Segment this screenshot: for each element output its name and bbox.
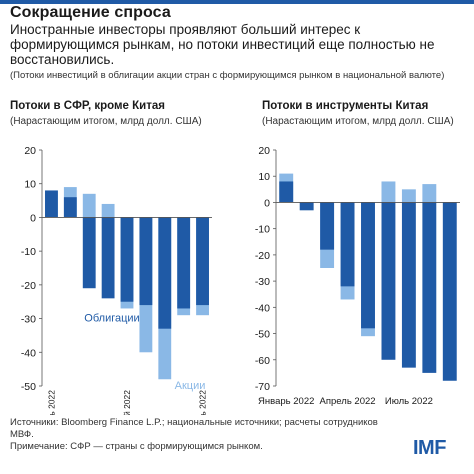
page-subtitle: Иностранные инвесторы проявляют больший … [10, 22, 435, 67]
x-tick-label: Январь 2022 [46, 390, 56, 415]
page-note: (Потоки инвестиций в облигации акции стр… [10, 70, 445, 81]
stocks-bar [381, 181, 396, 203]
x-tick-label: Май 2022 [122, 390, 132, 415]
y-tick-label: 0 [264, 197, 270, 209]
left-chart-subtitle: (Нарастающим итогом, млрд долл. США) [10, 116, 202, 127]
footer-note: Примечание: СФР — страны с формирующимся… [10, 441, 263, 452]
y-tick-label: 20 [258, 145, 270, 157]
stocks-bar [82, 193, 96, 218]
bonds-bar [320, 202, 335, 250]
bonds-bar [120, 217, 134, 302]
y-tick-label: -40 [21, 347, 36, 359]
x-tick-label: Январь 2022 [258, 396, 314, 407]
bonds-series-label: Облигации [84, 313, 139, 325]
bonds-bar [422, 202, 437, 373]
y-tick-label: -30 [21, 314, 36, 326]
footer: Источники: Bloomberg Finance L.P.; нацио… [10, 417, 380, 453]
bonds-bar [177, 217, 191, 309]
x-tick-label: Апрель 2022 [320, 396, 376, 407]
bonds-bar [45, 190, 58, 218]
bonds-bar [442, 202, 457, 381]
y-tick-label: -10 [255, 224, 270, 236]
bonds-bar [401, 202, 416, 368]
y-tick-label: 0 [30, 212, 36, 224]
bonds-bar [139, 217, 153, 306]
right-chart-title: Потоки в инструменты Китая [262, 100, 429, 112]
bonds-bar [101, 217, 115, 299]
bonds-bar [158, 217, 172, 329]
y-tick-label: -20 [255, 250, 270, 262]
stocks-bar [101, 203, 115, 218]
y-tick-label: -10 [21, 246, 36, 258]
y-tick-label: -60 [255, 355, 270, 367]
imf-logo: IMF [413, 437, 446, 459]
y-tick-label: 10 [24, 179, 36, 191]
y-tick-label: -40 [255, 302, 270, 314]
bonds-bar [299, 202, 314, 211]
left-chart-title: Потоки в СФР, кроме Китая [10, 100, 165, 112]
stocks-series-label: Акции [175, 380, 206, 392]
y-tick-label: -20 [21, 280, 36, 292]
stocks-bar [422, 184, 437, 203]
stocks-bar [401, 189, 416, 203]
y-tick-label: -50 [21, 381, 36, 393]
footer-sources: Источники: Bloomberg Finance L.P.; нацио… [10, 417, 378, 440]
right-bar-chart: -70 -60 -50 -40 -30 -20 -10 0 10 20 Январь 2022 Апр… [255, 145, 460, 407]
bonds-bar [340, 202, 355, 287]
bonds-bar [63, 197, 77, 218]
y-tick-label: 20 [24, 145, 36, 157]
bonds-bar [196, 217, 209, 306]
left-bar-chart: -50 -40 -30 -20 -10 0 10 20 Январь 2022 Май 2022 С… [21, 145, 212, 415]
y-tick-label: -50 [255, 329, 270, 341]
y-tick-label: -70 [255, 381, 270, 393]
bonds-bar [381, 202, 396, 360]
y-tick-label: 10 [258, 171, 270, 183]
x-tick-label: Сентябрь 2022 [198, 390, 208, 415]
y-tick-label: -30 [255, 276, 270, 288]
page-title: Сокращение спроса [10, 4, 171, 21]
x-tick-label: Июль 2022 [385, 396, 433, 407]
bonds-bar [279, 181, 294, 203]
bonds-bar [361, 202, 375, 329]
bonds-bar [82, 217, 96, 289]
right-chart-subtitle: (Нарастающим итогом, млрд долл. США) [262, 116, 454, 127]
top-accent-bar [0, 0, 474, 4]
